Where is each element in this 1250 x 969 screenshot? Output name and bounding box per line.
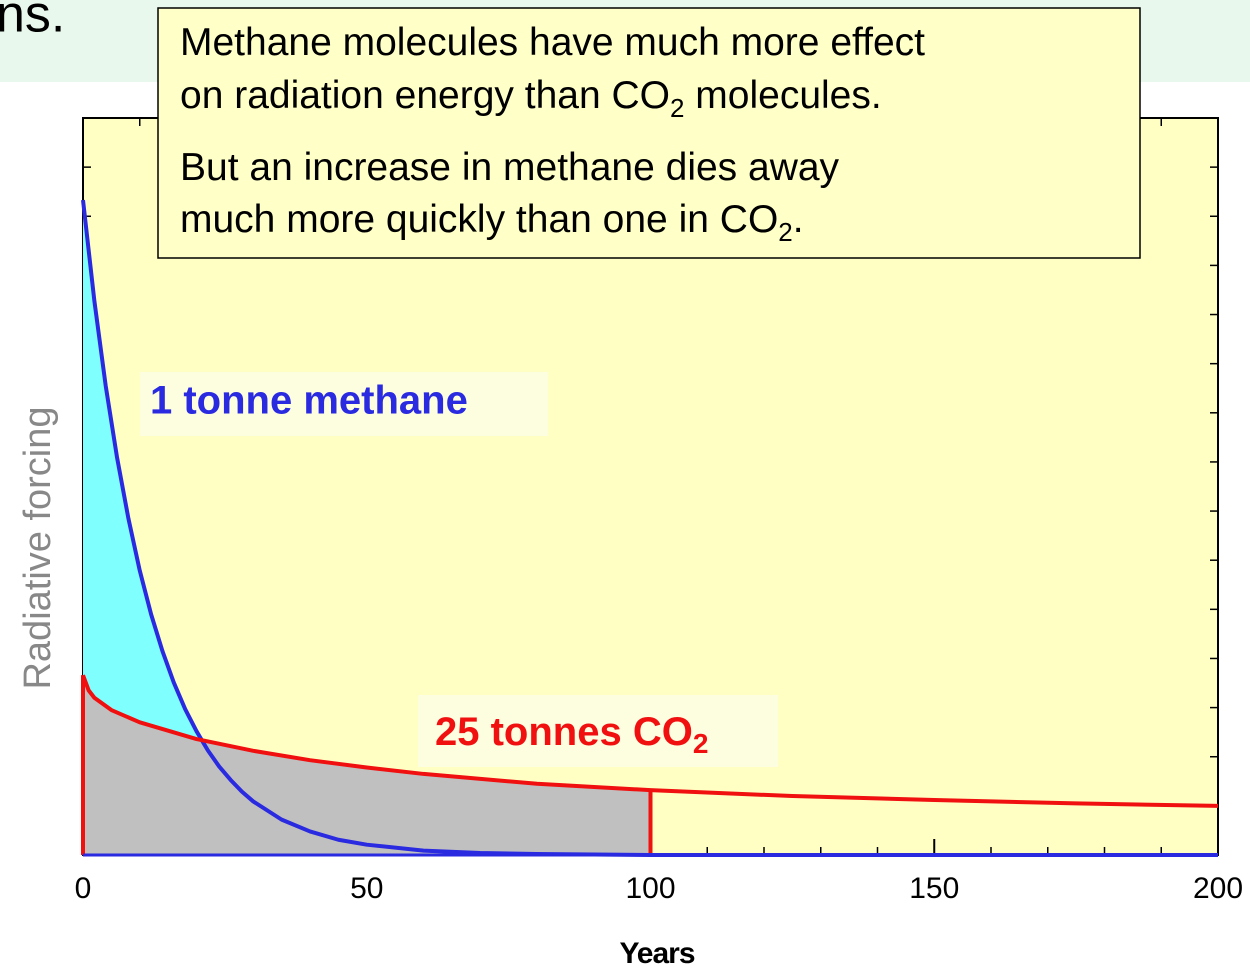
label-text: 25 tonnes CO — [435, 710, 693, 754]
text-run: molecules. — [684, 74, 881, 117]
x-tick-label: 200 — [1193, 872, 1243, 905]
header-text: ns. — [0, 0, 65, 44]
y-axis-label: Radiative forcing — [17, 406, 59, 689]
co2-area — [83, 675, 651, 855]
text-run: . — [793, 198, 804, 241]
text-run: on radiation energy than CO — [180, 74, 670, 117]
x-tick-label: 100 — [625, 872, 675, 905]
series-line — [81, 674, 1219, 808]
x-axis-label: Years — [619, 937, 694, 969]
label-bg — [418, 695, 778, 767]
annotation-line: much more quickly than one in CO2. — [180, 198, 804, 247]
annotation-line: Methane molecules have much more effect — [180, 21, 925, 64]
label-bg — [140, 372, 548, 436]
annotation-box — [157, 7, 1141, 259]
annotation-line: on radiation energy than CO2 molecules. — [180, 74, 882, 123]
x-tick-label: 0 — [75, 872, 92, 905]
annotation-line: But an increase in methane dies away — [180, 146, 840, 189]
text-run: But an increase in methane dies away — [180, 146, 840, 189]
series-label: 25 tonnes CO2 — [435, 710, 708, 760]
series-label: 1 tonne methane — [150, 379, 468, 423]
text-run: Methane molecules have much more effect — [180, 21, 925, 64]
x-tick-label: 50 — [350, 872, 383, 905]
subscript: 2 — [778, 217, 792, 247]
subscript: 2 — [670, 93, 684, 123]
x-tick-label: 150 — [909, 872, 959, 905]
text-run: much more quickly than one in CO — [180, 198, 778, 241]
label-subscript: 2 — [693, 728, 709, 759]
